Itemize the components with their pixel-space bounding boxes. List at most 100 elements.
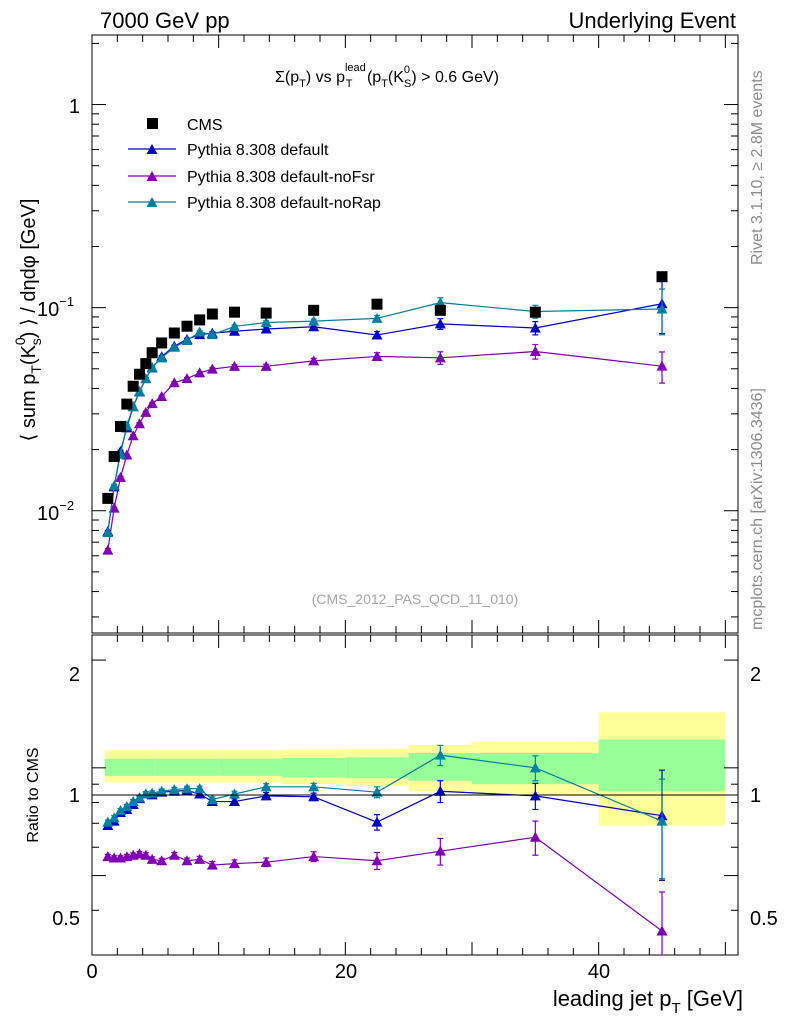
- ratio-point-norap: [260, 781, 272, 792]
- main-point-cms: [194, 314, 206, 326]
- ratio-point-norap: [529, 762, 541, 773]
- ratio-point-norap: [181, 783, 193, 794]
- ratio-point-nofsr: [206, 859, 218, 870]
- main-point-nofsr: [206, 363, 218, 374]
- ratio-y-tick-label-right-2: 2: [750, 664, 761, 686]
- main-point-cms: [156, 337, 168, 349]
- main-point-cms: [529, 306, 541, 318]
- ratio-point-norap: [115, 804, 126, 815]
- main-point-cms: [434, 304, 446, 316]
- legend-marker-default: [146, 144, 158, 154]
- main-point-nofsr: [168, 377, 180, 388]
- legend-label-cms: CMS: [187, 117, 223, 134]
- main-point-cms: [102, 492, 114, 504]
- cms-stat-band: [345, 757, 409, 779]
- main-point-norap: [146, 361, 158, 372]
- main-point-cms: [121, 398, 133, 410]
- main-point-cms: [146, 347, 158, 359]
- ratio-y-tick-label-left-1: 1: [69, 785, 80, 807]
- ratio-point-nofsr: [656, 925, 668, 936]
- main-point-nofsr: [140, 406, 152, 417]
- main-point-default: [434, 318, 446, 329]
- ratio-point-norap: [108, 812, 120, 823]
- main-y-tick-label-0.01: 10−2: [37, 498, 74, 525]
- ratio-point-norap: [121, 800, 133, 811]
- main-point-norap: [194, 326, 206, 337]
- ratio-point-default: [434, 785, 446, 796]
- main-y-tick-label-1: 1: [69, 96, 80, 118]
- ratio-point-norap: [229, 788, 240, 799]
- ratio-point-nofsr: [156, 855, 168, 866]
- main-point-norap: [181, 334, 193, 345]
- main-line-norap: [107, 302, 663, 533]
- ratio-point-nofsr: [529, 831, 541, 842]
- ratio-point-nofsr: [181, 855, 193, 866]
- main-point-norap: [308, 315, 320, 326]
- main-point-norap: [371, 312, 383, 323]
- main-panel-data: [102, 271, 668, 555]
- main-point-default: [371, 329, 383, 340]
- ratio-point-nofsr: [434, 845, 446, 856]
- main-point-nofsr: [308, 355, 320, 366]
- main-point-norap: [260, 316, 272, 327]
- main-point-cms: [134, 368, 145, 380]
- source-label: mcplots.cern.ch [arXiv:1306.3436]: [749, 388, 766, 630]
- ratio-point-norap: [194, 783, 206, 794]
- ratio-point-norap: [656, 815, 668, 826]
- ratio-y-tick-label-left-0.5: 0.5: [52, 908, 80, 930]
- x-tick-label-20: 20: [335, 961, 357, 983]
- ratio-y-tick-label-left-2: 2: [69, 664, 80, 686]
- axis-ticks: [91, 35, 738, 956]
- ratio-panel-data: [102, 744, 668, 955]
- legend-label-default: Pythia 8.308 default: [187, 142, 329, 159]
- main-point-norap: [140, 373, 152, 384]
- main-panel-frame: [91, 34, 739, 634]
- main-point-cms: [206, 308, 218, 320]
- cms-stat-band: [155, 758, 219, 776]
- main-point-cms: [140, 358, 152, 370]
- ratio-point-nofsr: [146, 853, 158, 864]
- ratio-line-default: [107, 789, 663, 827]
- main-y-axis-label: ⟨ sum pT(K0s) ⟩ / dηdφ [GeV]: [12, 199, 44, 442]
- main-point-cms: [168, 327, 180, 339]
- ratio-point-nofsr: [194, 853, 206, 864]
- main-point-nofsr: [229, 360, 240, 371]
- cms-stat-band: [218, 758, 282, 776]
- main-point-norap: [156, 352, 168, 363]
- main-point-cms: [108, 450, 120, 462]
- main-point-cms: [371, 298, 383, 310]
- ratio-point-nofsr: [371, 855, 383, 866]
- cms-stat-band: [104, 758, 156, 776]
- ratio-point-default: [194, 788, 206, 799]
- legend: CMS Pythia 8.308 default Pythia 8.308 de…: [128, 117, 381, 212]
- main-point-nofsr: [127, 430, 139, 441]
- header-beam-label: 7000 GeV pp: [100, 8, 230, 33]
- ratio-point-nofsr: [260, 856, 272, 867]
- main-point-cms: [115, 420, 126, 432]
- ratio-point-norap: [102, 816, 114, 827]
- main-y-tick-label-0.1: 10−1: [37, 294, 74, 321]
- ratio-point-nofsr: [102, 851, 114, 862]
- main-point-cms: [127, 380, 139, 392]
- ratio-point-norap: [127, 796, 139, 807]
- ratio-point-norap: [156, 785, 168, 796]
- main-point-nofsr: [146, 398, 158, 409]
- main-point-norap: [108, 480, 120, 491]
- legend-marker-cms: [147, 118, 158, 129]
- ratio-point-norap: [206, 794, 218, 805]
- main-point-default: [308, 321, 320, 332]
- ratio-point-nofsr: [168, 849, 180, 860]
- main-point-norap: [102, 527, 114, 538]
- rivet-version-label: Rivet 3.1.10, ≥ 2.8M events: [749, 70, 766, 265]
- x-axis-label: leading jet pT [GeV]: [553, 986, 743, 1017]
- legend-label-nofsr: Pythia 8.308 default-noFsr: [187, 169, 375, 186]
- ratio-line-nofsr: [107, 836, 663, 932]
- main-point-norap: [134, 385, 145, 396]
- main-point-cms: [260, 307, 272, 319]
- ratio-y-tick-label-right-0.5: 0.5: [750, 908, 778, 930]
- ratio-point-nofsr: [308, 851, 320, 862]
- analysis-tag: (CMS_2012_PAS_QCD_11_010): [312, 591, 519, 607]
- main-point-nofsr: [181, 373, 193, 384]
- main-plot-title: Σ(pT) vs plead T (pT(K0 S) > 0.6 GeV): [275, 62, 499, 90]
- main-point-cms: [308, 304, 320, 316]
